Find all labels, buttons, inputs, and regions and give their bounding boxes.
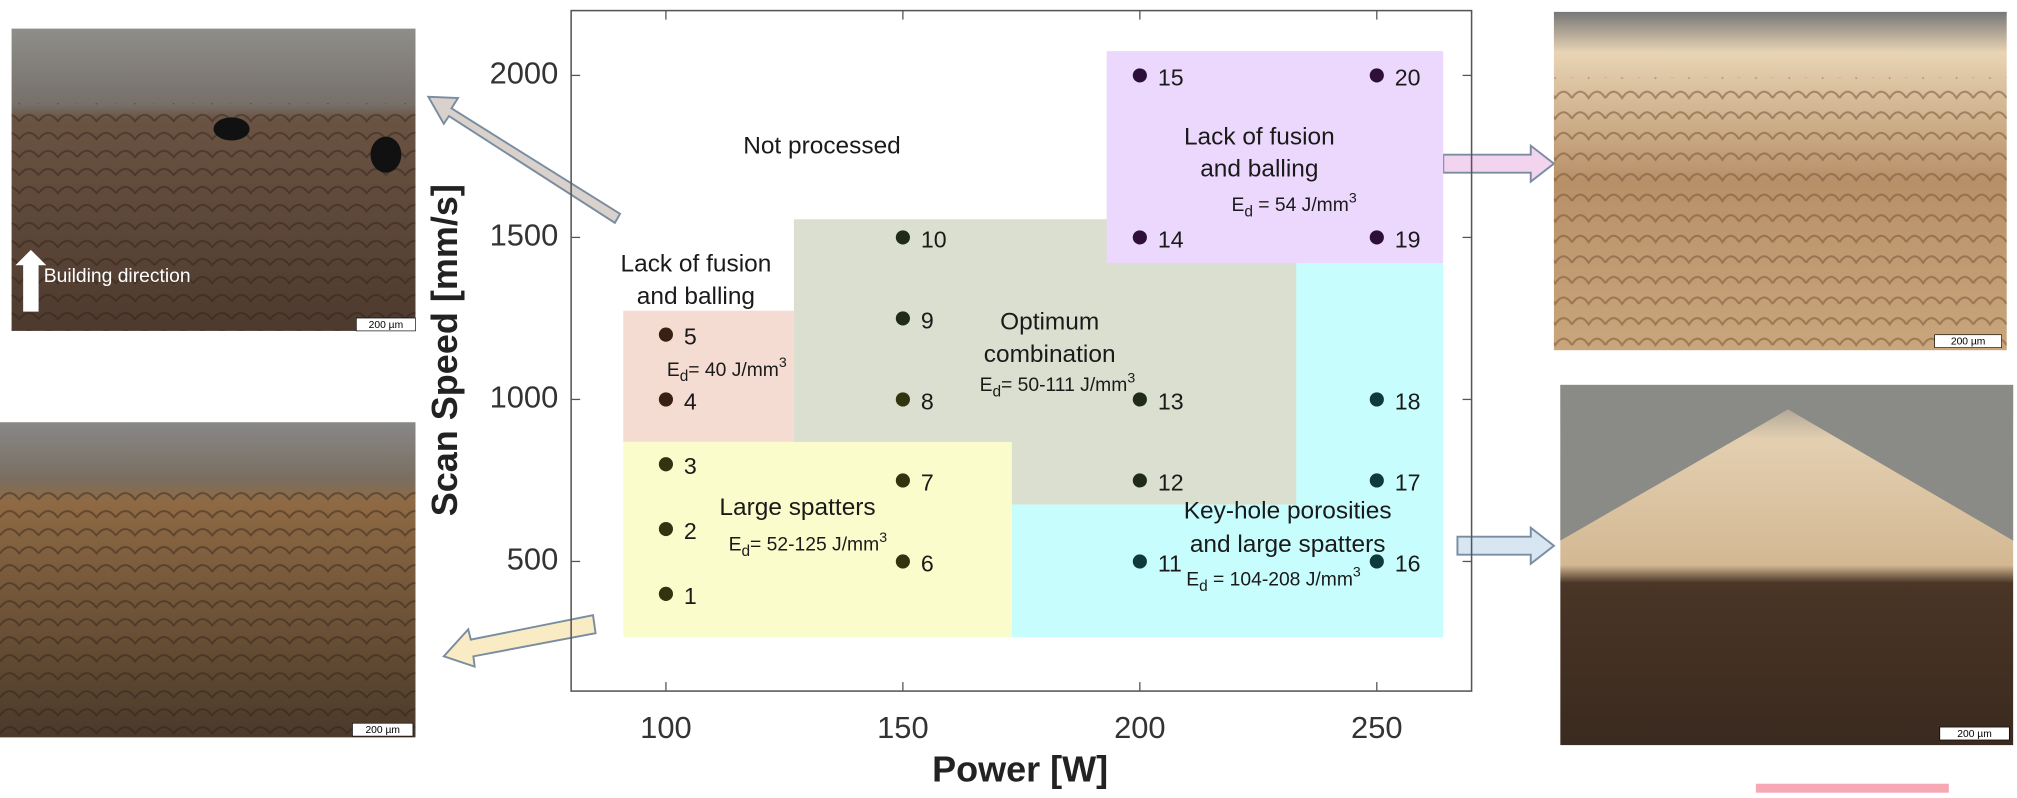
- figure: Key-hole porositiesand large spattersEd …: [0, 0, 2017, 793]
- data-point: [1133, 230, 1147, 244]
- energy-symbol: E: [1186, 570, 1199, 591]
- data-point: [659, 457, 673, 471]
- point-label: 5: [684, 324, 697, 350]
- point-label: 12: [1158, 469, 1184, 495]
- point-label: 8: [921, 388, 934, 414]
- energy-superscript: 3: [879, 529, 887, 545]
- point-label: 16: [1395, 550, 1421, 576]
- y-tick-label: 500: [507, 542, 559, 577]
- region-label: and balling: [637, 283, 755, 310]
- energy-superscript: 3: [1349, 189, 1357, 205]
- data-point: [1370, 68, 1384, 82]
- region-label: Lack of fusion: [1184, 123, 1335, 150]
- x-tick-label: 150: [877, 710, 929, 745]
- data-point: [896, 392, 910, 406]
- data-point: [896, 230, 910, 244]
- scale-label: 200 µm: [365, 725, 400, 736]
- data-point: [659, 587, 673, 601]
- x-tick-label: 200: [1114, 710, 1166, 745]
- energy-subscript: d: [1244, 204, 1253, 221]
- energy-text: = 104-208 J/mm: [1208, 570, 1353, 591]
- energy-text: = 50-111 J/mm: [1001, 375, 1127, 396]
- energy-subscript: d: [680, 368, 689, 385]
- x-tick-label: 250: [1351, 710, 1403, 745]
- scale-label: 200 µm: [1951, 337, 1986, 348]
- region-label: Lack of fusion: [621, 251, 772, 278]
- data-point: [896, 311, 910, 325]
- region-label: and balling: [1200, 156, 1318, 183]
- point-label: 10: [921, 226, 947, 252]
- annotation: Not processed: [743, 132, 901, 159]
- energy-text: = 54 J/mm: [1253, 195, 1349, 216]
- y-axis-title: Scan Speed [mm/s]: [424, 184, 465, 516]
- x-tick-label: 100: [640, 710, 691, 745]
- region-label: Optimum: [1000, 309, 1099, 336]
- energy-symbol: E: [980, 375, 993, 396]
- scale-label: 200 µm: [1957, 729, 1992, 740]
- image-caption: Building direction: [44, 266, 191, 287]
- data-point: [1370, 392, 1384, 406]
- data-point: [1133, 473, 1147, 487]
- y-tick-label: 1000: [490, 380, 559, 415]
- energy-text: = 52-125 J/mm: [750, 535, 879, 556]
- energy-symbol: E: [1231, 195, 1244, 216]
- energy-subscript: d: [741, 543, 750, 560]
- energy-superscript: 3: [1353, 563, 1361, 579]
- point-label: 11: [1158, 550, 1182, 576]
- point-label: 2: [684, 518, 697, 544]
- point-label: 4: [684, 388, 697, 414]
- data-point: [1133, 392, 1147, 406]
- point-label: 1: [684, 583, 697, 609]
- point-label: 19: [1395, 226, 1421, 252]
- page: {"chart_data": {"type": "scatter", "xlab…: [0, 0, 2017, 798]
- point-label: 20: [1395, 64, 1421, 90]
- y-tick-label: 1500: [490, 218, 559, 253]
- cropped-element: [1756, 784, 1949, 793]
- point-label: 7: [921, 469, 934, 495]
- micrograph-bottom-right: [1560, 385, 2013, 745]
- data-point: [659, 522, 673, 536]
- region-label: Large spatters: [719, 494, 875, 521]
- x-axis-title: Power [W]: [932, 749, 1108, 790]
- energy-subscript: d: [1199, 578, 1208, 595]
- point-label: 3: [684, 453, 697, 479]
- micrograph-bottom-left: [0, 422, 415, 737]
- data-point: [1370, 554, 1384, 568]
- scale-label: 200 µm: [369, 320, 404, 331]
- data-point: [1133, 554, 1147, 568]
- data-point: [1370, 230, 1384, 244]
- energy-superscript: 3: [1127, 369, 1135, 385]
- point-label: 18: [1395, 388, 1421, 414]
- data-point: [896, 554, 910, 568]
- micrograph-top-right: [1554, 12, 2007, 350]
- point-label: 6: [921, 550, 934, 576]
- arrow: [1443, 146, 1554, 182]
- arrow: [444, 615, 596, 666]
- point-label: 14: [1158, 226, 1184, 252]
- region-label: combination: [984, 341, 1116, 368]
- point-label: 9: [921, 307, 934, 333]
- point-label: 13: [1158, 388, 1184, 414]
- point-label: 17: [1395, 469, 1421, 495]
- energy-subscript: d: [992, 384, 1001, 401]
- energy-symbol: E: [729, 535, 742, 556]
- region-label: Key-hole porosities: [1184, 498, 1392, 525]
- data-point: [659, 328, 673, 342]
- data-point: [1133, 68, 1147, 82]
- point-label: 15: [1158, 64, 1184, 90]
- y-tick-label: 2000: [490, 56, 559, 91]
- energy-text: = 40 J/mm: [688, 360, 779, 381]
- region-label: and large spatters: [1190, 531, 1386, 558]
- data-point: [896, 473, 910, 487]
- energy-symbol: E: [667, 360, 680, 381]
- energy-superscript: 3: [779, 354, 787, 370]
- data-point: [659, 392, 673, 406]
- data-point: [1370, 473, 1384, 487]
